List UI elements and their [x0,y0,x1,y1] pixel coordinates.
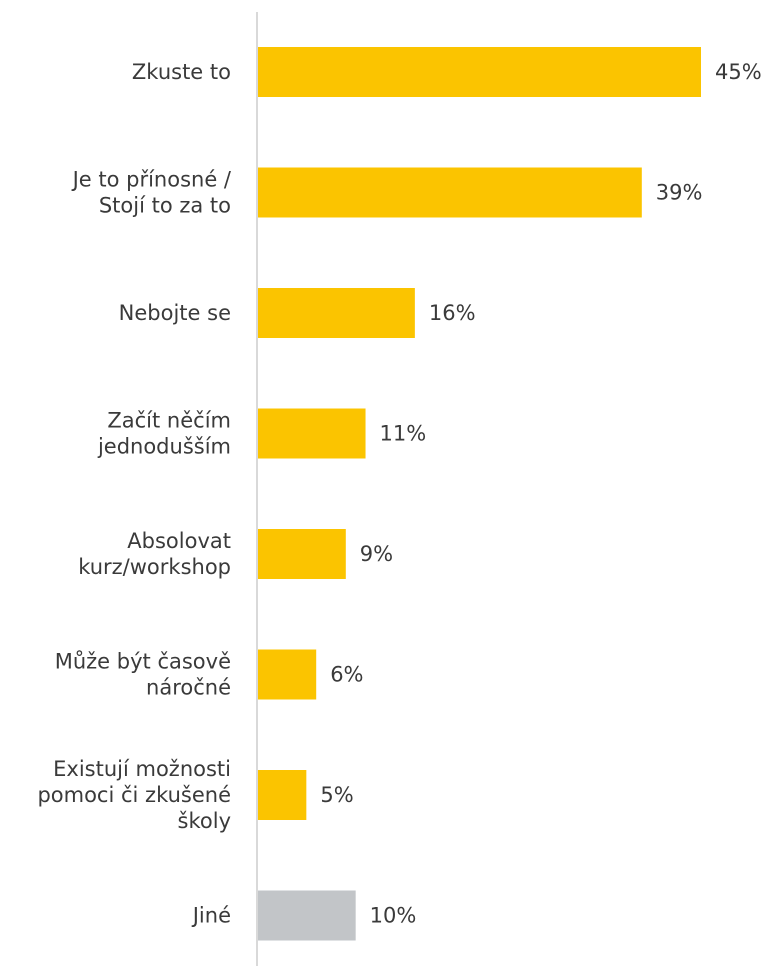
value-label-5: 6% [330,663,363,687]
bar-1 [257,167,642,218]
category-label-2: Nebojte se [119,301,231,325]
bar-4 [257,529,346,579]
category-labels-layer: Zkuste to Je to přínosné / Stojí to za to N… [37,60,231,928]
category-label-4: Absolovat kurz/workshop [78,529,231,579]
bar-7 [257,890,356,941]
category-label-line: Je to přínosné / [71,168,232,192]
category-label-1: Je to přínosné / Stojí to za to [71,168,232,218]
category-label-line: Jiné [191,904,231,928]
category-label-line: Stojí to za to [99,194,231,218]
category-label-line: Zkuste to [132,60,231,84]
category-label-line: Může být časově [55,650,231,674]
value-labels-layer: 45% 39% 16% 11% 9% 6% 5% 10% [320,60,761,928]
category-label-7: Jiné [191,904,231,928]
value-label-0: 45% [715,60,762,84]
category-label-line: Existují možnosti [53,757,231,781]
category-label-line: Nebojte se [119,301,231,325]
category-label-5: Může být časově náročné [55,650,231,700]
category-label-line: pomoci či zkušené [37,783,231,807]
value-label-1: 39% [656,181,703,205]
category-label-line: školy [178,809,231,833]
bar-2 [257,288,415,338]
value-label-3: 11% [380,422,427,446]
bars-layer [257,47,701,941]
category-label-line: Začít něčím [107,409,231,433]
value-label-7: 10% [370,904,417,928]
category-label-0: Zkuste to [132,60,231,84]
bar-5 [257,649,317,700]
value-label-4: 9% [360,542,393,566]
category-label-3: Začít něčím jednodušším [97,409,231,459]
bar-3 [257,408,366,459]
category-label-line: jednodušším [97,435,231,459]
category-label-line: Absolovat [127,529,231,553]
category-label-line: náročné [146,676,231,700]
category-label-line: kurz/workshop [78,555,231,579]
category-label-6: Existují možnosti pomoci či zkušené školy [37,757,231,833]
value-label-6: 5% [320,783,353,807]
bar-6 [257,770,307,820]
bar-0 [257,47,701,97]
value-label-2: 16% [429,301,476,325]
